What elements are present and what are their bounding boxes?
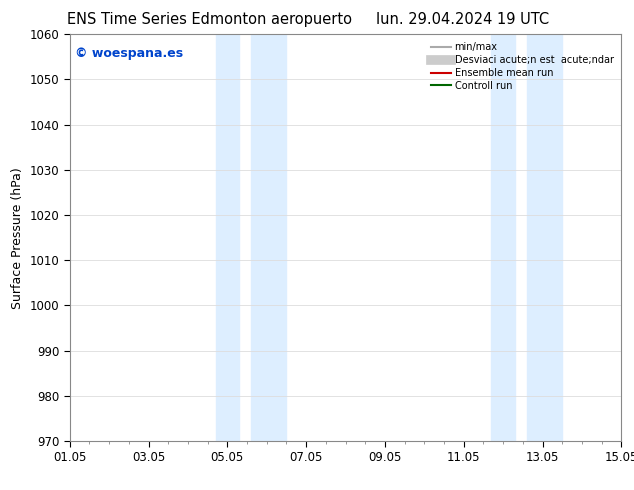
Bar [251, 34, 287, 441]
Bar [216, 34, 239, 441]
Y-axis label: Surface Pressure (hPa): Surface Pressure (hPa) [11, 167, 24, 309]
Bar [491, 34, 515, 441]
Text: © woespana.es: © woespana.es [75, 47, 183, 59]
Text: lun. 29.04.2024 19 UTC: lun. 29.04.2024 19 UTC [376, 12, 550, 27]
Bar [527, 34, 562, 441]
Legend: min/max, Desviaci acute;n est  acute;ndar, Ensemble mean run, Controll run: min/max, Desviaci acute;n est acute;ndar… [429, 39, 616, 94]
Text: ENS Time Series Edmonton aeropuerto: ENS Time Series Edmonton aeropuerto [67, 12, 352, 27]
